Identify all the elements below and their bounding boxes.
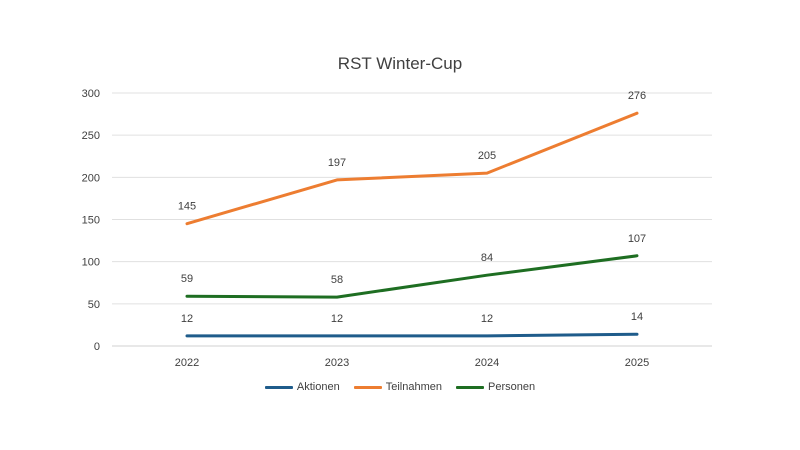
data-label-aktionen-2024: 12 xyxy=(481,313,493,325)
x-tick-label-2024: 2024 xyxy=(475,357,499,369)
legend-label-aktionen: Aktionen xyxy=(296,381,340,393)
legend-label-teilnahmen: Teilnahmen xyxy=(385,381,442,393)
data-label-teilnahmen-2025: 276 xyxy=(628,90,646,102)
data-label-personen-2025: 107 xyxy=(628,233,646,245)
data-label-aktionen-2023: 12 xyxy=(331,313,343,325)
series-line-personen xyxy=(185,254,639,299)
y-tick-label-150: 150 xyxy=(82,215,100,227)
chart-title: RST Winter-Cup xyxy=(337,54,463,73)
data-label-personen-2024: 84 xyxy=(481,252,493,264)
y-tick-label-100: 100 xyxy=(82,257,100,269)
legend-item-personen[interactable]: Personen xyxy=(455,381,536,393)
data-label-teilnahmen-2023: 197 xyxy=(328,157,346,169)
legend-swatch-aktionen xyxy=(264,385,293,389)
series-line-teilnahmen xyxy=(185,111,639,226)
series-lines xyxy=(185,111,639,338)
data-label-aktionen-2022: 12 xyxy=(181,313,193,325)
y-tick-label-250: 250 xyxy=(82,130,100,142)
legend-swatch-personen xyxy=(455,385,484,389)
legend-item-teilnahmen[interactable]: Teilnahmen xyxy=(353,381,442,393)
data-labels: 12 12 12 14 145 197 205 276 59 58 84 107 xyxy=(178,90,646,325)
y-tick-label-200: 200 xyxy=(82,172,100,184)
data-label-teilnahmen-2022: 145 xyxy=(178,201,196,213)
data-label-aktionen-2025: 14 xyxy=(631,311,643,323)
data-label-teilnahmen-2024: 205 xyxy=(478,150,496,162)
y-axis-tick-labels: 0 50 100 150 200 250 300 xyxy=(82,88,100,353)
y-tick-label-300: 300 xyxy=(82,88,100,100)
data-label-personen-2023: 58 xyxy=(331,274,343,286)
y-tick-label-0: 0 xyxy=(94,341,100,353)
x-axis-tick-labels: 2022 2023 2024 2025 xyxy=(175,357,649,369)
legend-label-personen: Personen xyxy=(487,381,536,393)
legend-swatch-teilnahmen xyxy=(353,385,382,389)
y-tick-label-50: 50 xyxy=(88,299,100,311)
x-tick-label-2025: 2025 xyxy=(625,357,649,369)
x-tick-label-2023: 2023 xyxy=(325,357,349,369)
x-tick-label-2022: 2022 xyxy=(175,357,199,369)
series-line-aktionen xyxy=(185,332,639,338)
legend: Aktionen Teilnahmen Personen xyxy=(0,381,800,393)
legend-item-aktionen[interactable]: Aktionen xyxy=(264,381,340,393)
data-label-personen-2022: 59 xyxy=(181,273,193,285)
